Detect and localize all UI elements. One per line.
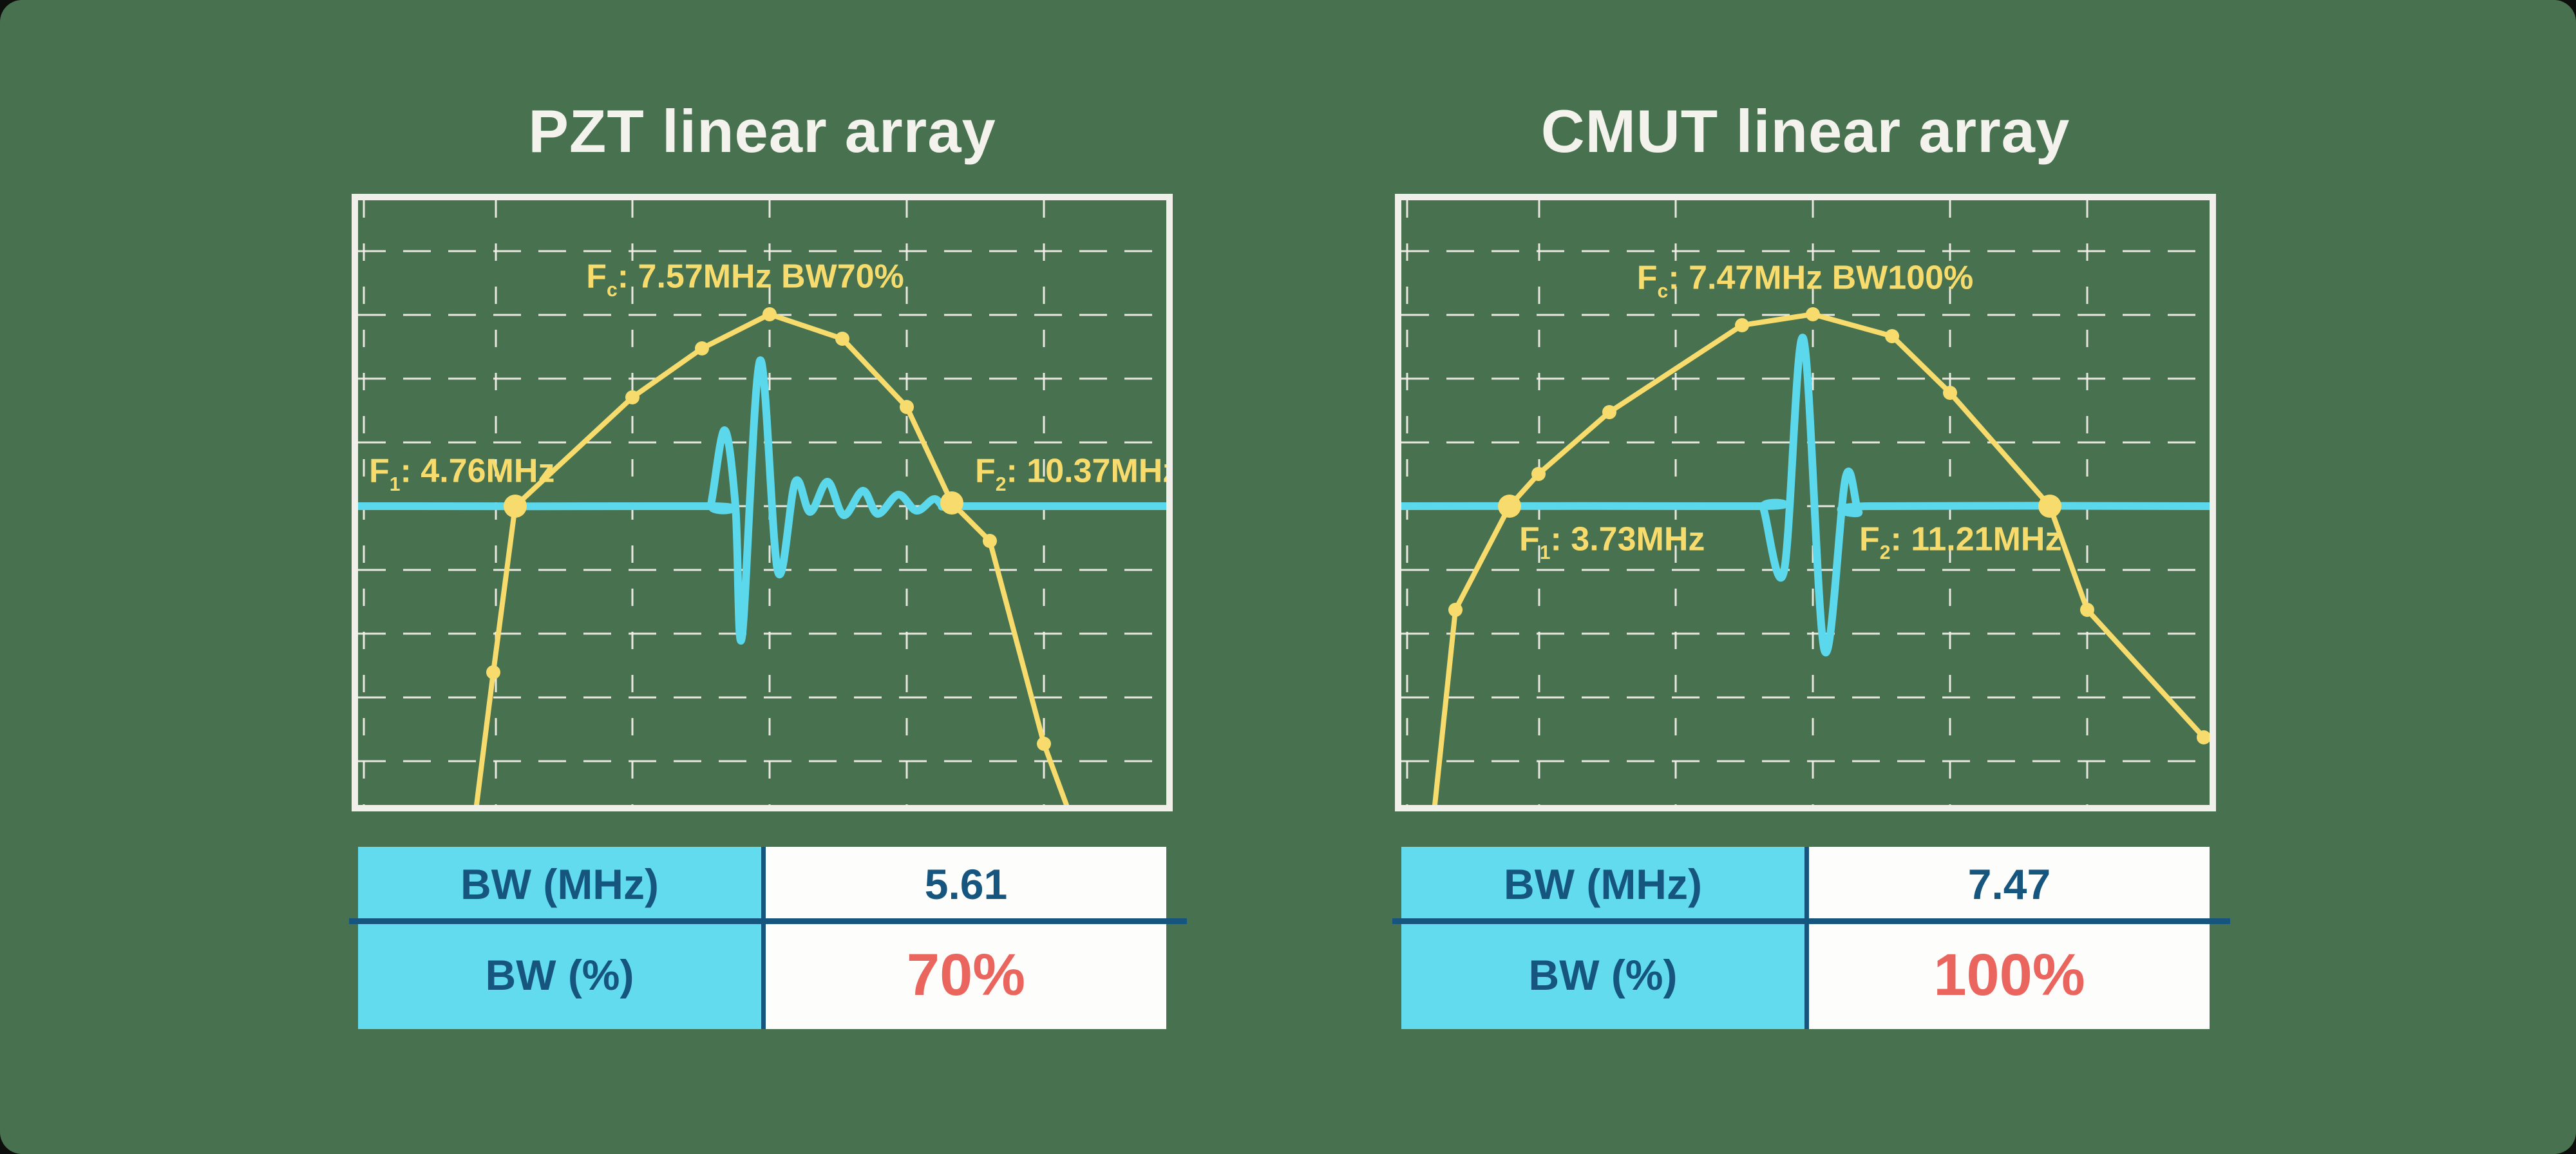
bw-pct-value: 100%: [1809, 921, 2210, 1029]
pzt-panel-title: PZT linear array: [528, 97, 996, 165]
bw-pct-label: BW (%): [1401, 921, 1809, 1029]
cmut-panel-title: CMUT linear array: [1540, 97, 2070, 165]
pzt-spectrum-chart: [358, 200, 1166, 805]
pzt-fc-annotation: Fc: 7.57MHz BW70%: [586, 258, 904, 301]
cmut-fc-annotation: Fc: 7.47MHz BW100%: [1636, 259, 1974, 303]
pzt-bandwidth-table: BW (MHz) 5.61 BW (%) 70%: [349, 847, 1187, 1029]
cmut-bandwidth-table: BW (MHz) 7.47 BW (%) 100%: [1392, 847, 2230, 1029]
table-row: BW (MHz) 5.61: [358, 847, 1166, 921]
bw-mhz-value: 7.47: [1809, 847, 2210, 921]
table-row: BW (MHz) 7.47: [1401, 847, 2210, 921]
bw-mhz-value: 5.61: [766, 847, 1166, 921]
bw-pct-value: 70%: [766, 921, 1166, 1029]
table-row-divider: [349, 918, 1187, 924]
table-row-divider: [1392, 918, 2230, 924]
table-row: BW (%) 70%: [358, 921, 1166, 1029]
table-row: BW (%) 100%: [1401, 921, 2210, 1029]
pzt-f1-annotation: F1: 4.76MHz: [369, 452, 555, 496]
cmut-f1-annotation: F1: 3.73MHz: [1519, 520, 1705, 564]
pzt-f2-annotation: F2: 10.37MHz: [975, 452, 1173, 496]
cmut-f2-annotation: F2: 11.21MHz: [1859, 520, 2062, 564]
bw-mhz-label: BW (MHz): [358, 847, 766, 921]
cmut-spectrum-chart: [1401, 200, 2210, 805]
cmut-spectrum-plot: Fc: 7.47MHz BW100% F1: 3.73MHz F2: 11.21…: [1395, 194, 2216, 811]
pzt-spectrum-plot: Fc: 7.57MHz BW70% F1: 4.76MHz F2: 10.37M…: [352, 194, 1173, 811]
bw-mhz-label: BW (MHz): [1401, 847, 1809, 921]
bw-pct-label: BW (%): [358, 921, 766, 1029]
